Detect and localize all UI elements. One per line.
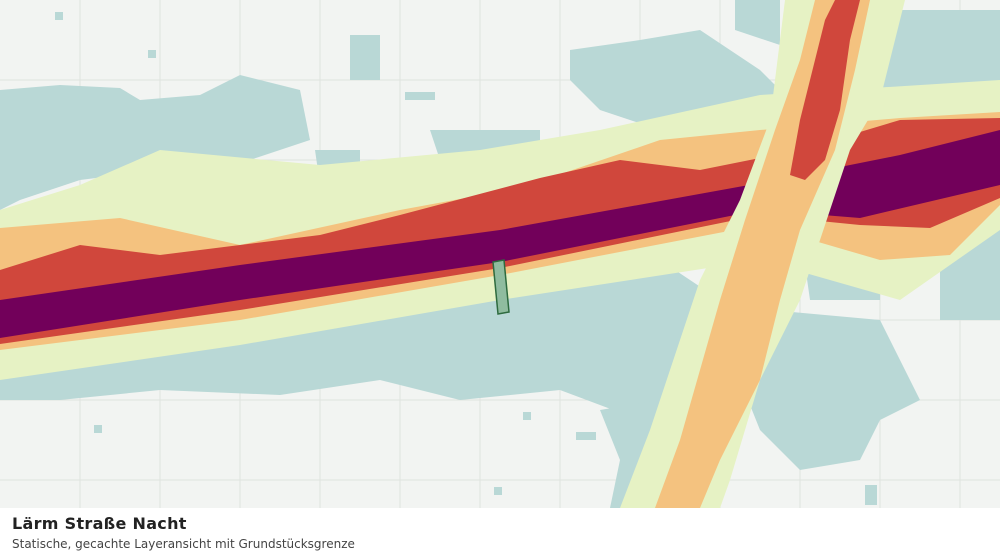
map-subtitle: Statische, gecachte Layeransicht mit Gru… <box>12 537 355 551</box>
noise-zone-60 <box>0 130 1000 338</box>
map-title: Lärm Straße Nacht <box>12 514 187 533</box>
noise-zone-55 <box>790 0 860 180</box>
noise-map <box>0 0 1000 508</box>
noise-band-main <box>0 80 1000 380</box>
legend-footer: Lärm Straße Nacht Statische, gecachte La… <box>0 508 1000 560</box>
parcel-boundary[interactable] <box>492 259 510 315</box>
noise-band-vertical <box>620 0 905 508</box>
